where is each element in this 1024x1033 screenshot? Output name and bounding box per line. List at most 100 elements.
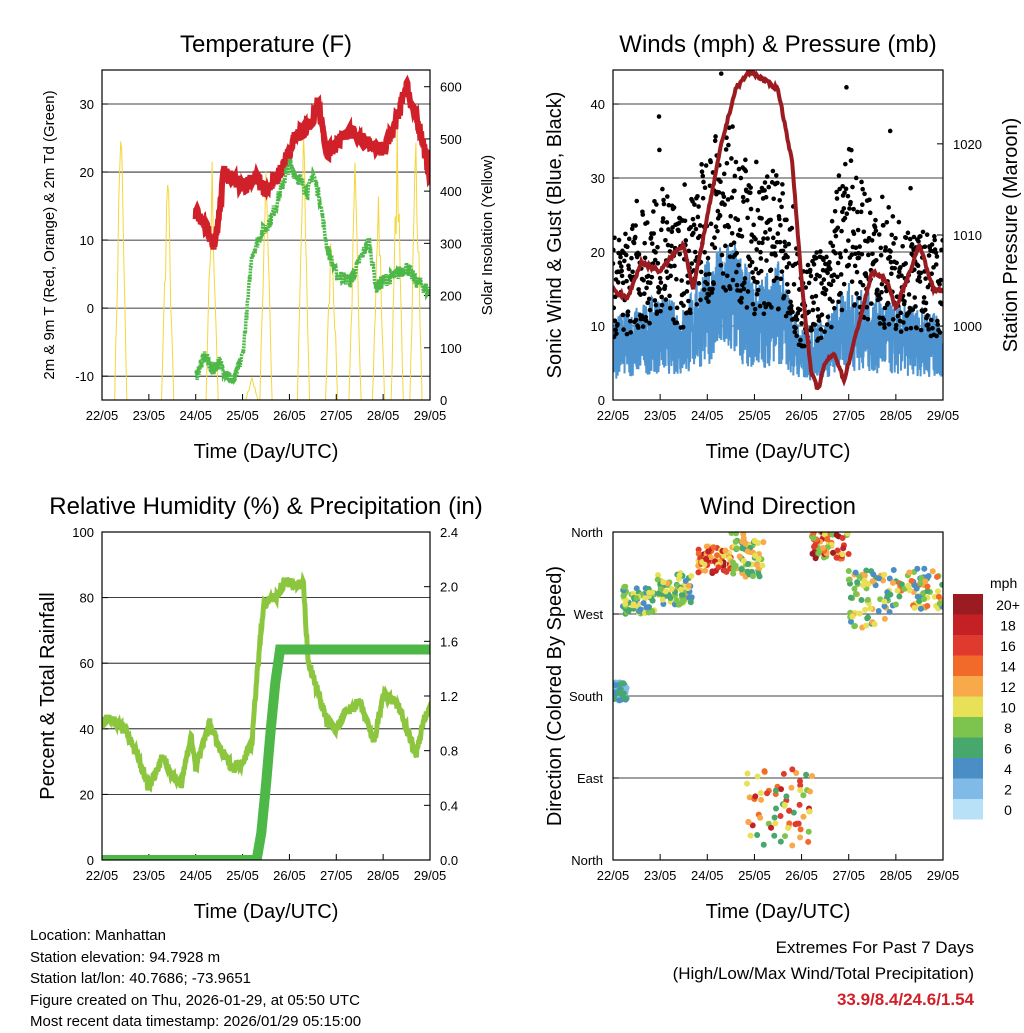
direction-point xyxy=(863,622,870,629)
x-axis-label: Time (Day/UTC) xyxy=(194,901,339,923)
direction-point xyxy=(886,575,893,582)
direction-point xyxy=(644,604,651,611)
gust-point xyxy=(728,213,733,219)
gust-point xyxy=(863,273,869,279)
direction-point xyxy=(734,545,741,552)
direction-point xyxy=(732,532,739,537)
gust-point xyxy=(747,256,752,262)
direction-point xyxy=(736,553,743,560)
x-tick-label: 29/05 xyxy=(414,868,447,883)
gust-point xyxy=(846,262,852,268)
legend-label: 16 xyxy=(1000,638,1016,654)
direction-point xyxy=(792,821,799,828)
gust-point xyxy=(646,296,652,302)
direction-point xyxy=(758,796,765,803)
direction-point xyxy=(830,549,837,556)
direction-point xyxy=(884,593,891,600)
direction-point xyxy=(845,576,852,583)
gust-point xyxy=(666,227,671,232)
plot-frame xyxy=(612,69,944,401)
gust-point xyxy=(777,239,783,245)
legend-swatch xyxy=(953,635,983,656)
legend-swatch xyxy=(953,717,983,738)
direction-point xyxy=(781,833,788,840)
dewpoint-line xyxy=(194,158,430,389)
gust-point xyxy=(692,249,698,255)
direction-point xyxy=(881,598,888,605)
gust-point xyxy=(667,293,672,299)
gust-point xyxy=(775,180,780,186)
direction-point xyxy=(881,603,888,610)
direction-point xyxy=(889,579,896,586)
gust-point xyxy=(641,277,646,283)
gust-point xyxy=(734,282,740,288)
direction-point xyxy=(771,832,778,839)
gust-point xyxy=(813,276,818,282)
gust-point xyxy=(664,269,669,274)
gust-point xyxy=(923,276,928,281)
gust-point xyxy=(827,259,832,265)
gust-point xyxy=(908,325,914,331)
gust-point xyxy=(628,318,633,324)
direction-point xyxy=(688,594,695,601)
gust-point xyxy=(713,134,718,139)
gust-point xyxy=(629,255,634,261)
solar-insolation-line xyxy=(205,161,219,400)
extremes-subtitle: (High/Low/Max Wind/Total Precipitation) xyxy=(672,964,974,983)
gust-point xyxy=(685,280,691,285)
y-axis-label: 2m & 9m T (Red, Orange) & 2m Td (Green) xyxy=(41,90,58,379)
x-tick-label: 25/05 xyxy=(738,408,771,423)
gust-point xyxy=(620,312,626,318)
direction-point xyxy=(829,532,836,538)
gust-point xyxy=(843,161,848,167)
gust-point xyxy=(711,281,716,286)
gust-point xyxy=(920,229,926,235)
gust-point xyxy=(917,279,923,284)
x-tick-label: 22/05 xyxy=(597,408,630,423)
y-tick-label: West xyxy=(574,607,604,622)
gust-point xyxy=(877,321,883,326)
direction-point xyxy=(744,568,751,575)
gust-point xyxy=(805,262,811,268)
gust-point xyxy=(937,330,943,335)
x-tick-label: 24/05 xyxy=(691,408,724,423)
direction-point xyxy=(939,581,943,588)
gust-point xyxy=(938,277,943,283)
y-tick-label: 40 xyxy=(591,97,605,112)
gust-point xyxy=(806,309,812,315)
gust-point xyxy=(712,138,718,144)
gust-point xyxy=(873,228,879,234)
gust-point xyxy=(744,197,750,203)
gust-point xyxy=(900,243,905,249)
gust-point xyxy=(642,255,648,261)
direction-point xyxy=(744,770,751,777)
gust-point xyxy=(642,291,647,296)
direction-point xyxy=(613,682,619,689)
gust-point xyxy=(723,288,729,293)
direction-point xyxy=(796,778,803,785)
legend-swatch xyxy=(953,799,983,820)
gust-point xyxy=(650,261,656,266)
gust-point xyxy=(723,147,729,152)
gust-point xyxy=(724,273,730,279)
direction-point xyxy=(809,773,816,780)
direction-point xyxy=(743,780,750,787)
direction-point xyxy=(790,809,797,816)
y-tick-label: 0 xyxy=(598,393,605,408)
direction-point xyxy=(780,770,787,777)
gust-point xyxy=(921,295,927,300)
gust-point xyxy=(706,271,712,277)
direction-point xyxy=(739,538,746,545)
direction-point xyxy=(864,596,871,603)
legend-swatch xyxy=(953,696,983,717)
gust-point xyxy=(776,306,781,311)
gust-point xyxy=(777,197,782,203)
gust-point xyxy=(676,228,681,234)
gust-point xyxy=(806,280,812,286)
direction-point xyxy=(616,697,623,704)
direction-point xyxy=(654,576,661,583)
gust-point xyxy=(903,235,909,241)
direction-point xyxy=(800,792,807,799)
direction-point xyxy=(914,565,921,572)
gust-point xyxy=(625,309,631,314)
